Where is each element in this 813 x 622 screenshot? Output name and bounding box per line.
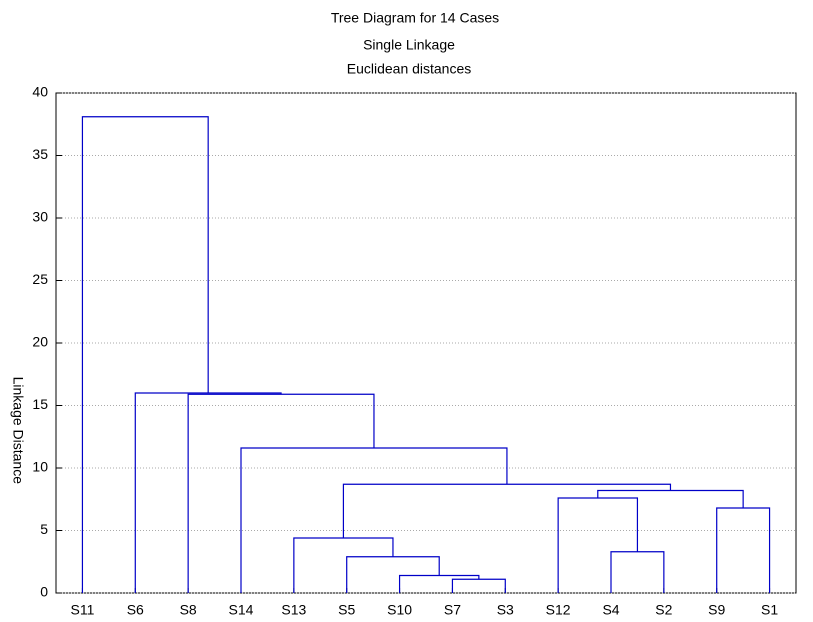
x-tick-label: S6 [127, 602, 144, 618]
y-tick-label: 20 [32, 334, 48, 350]
dendrogram-link [398, 574, 480, 593]
y-tick-label: 30 [32, 209, 48, 225]
dendrogram-link [610, 551, 665, 593]
chart-title: Tree Diagram for 14 Cases [331, 10, 499, 26]
x-tick-label: S11 [70, 602, 94, 618]
x-tick-label: S14 [229, 602, 254, 618]
y-tick-label: 5 [40, 521, 48, 537]
dendrogram-link [451, 578, 506, 593]
x-tick-label: S4 [602, 602, 619, 618]
x-tick-label: S9 [708, 602, 725, 618]
x-tick-label: S12 [546, 602, 571, 618]
x-tick-label: S13 [281, 602, 306, 618]
dendrogram-link [557, 497, 639, 593]
chart-subtitle: Single Linkage [363, 37, 455, 53]
x-tick-label: S5 [338, 602, 355, 618]
dendrogram-link [187, 393, 375, 593]
y-tick-label: 25 [32, 271, 48, 287]
x-tick-label: S8 [180, 602, 197, 618]
dendrogram-link [342, 483, 672, 538]
y-tick-label: 0 [40, 584, 48, 600]
dendrogram-link [597, 489, 744, 508]
dendrogram-link [81, 116, 209, 593]
y-tick-label: 40 [32, 84, 48, 100]
dendrogram-link [716, 507, 771, 593]
chart-subtitle: Euclidean distances [347, 61, 472, 77]
y-tick-label: 15 [32, 396, 48, 412]
dendrogram-link [293, 537, 394, 593]
y-tick-label: 35 [32, 146, 48, 162]
x-tick-label: S2 [655, 602, 672, 618]
dendrogram-link [346, 556, 440, 593]
dendrogram-link [134, 392, 282, 593]
dendrogram-link [240, 447, 508, 593]
x-tick-label: S10 [387, 602, 412, 618]
y-axis-label: Linkage Distance [10, 377, 26, 485]
y-tick-label: 10 [32, 459, 48, 475]
x-tick-label: S3 [497, 602, 514, 618]
x-tick-label: S7 [444, 602, 461, 618]
x-tick-label: S1 [761, 602, 778, 618]
